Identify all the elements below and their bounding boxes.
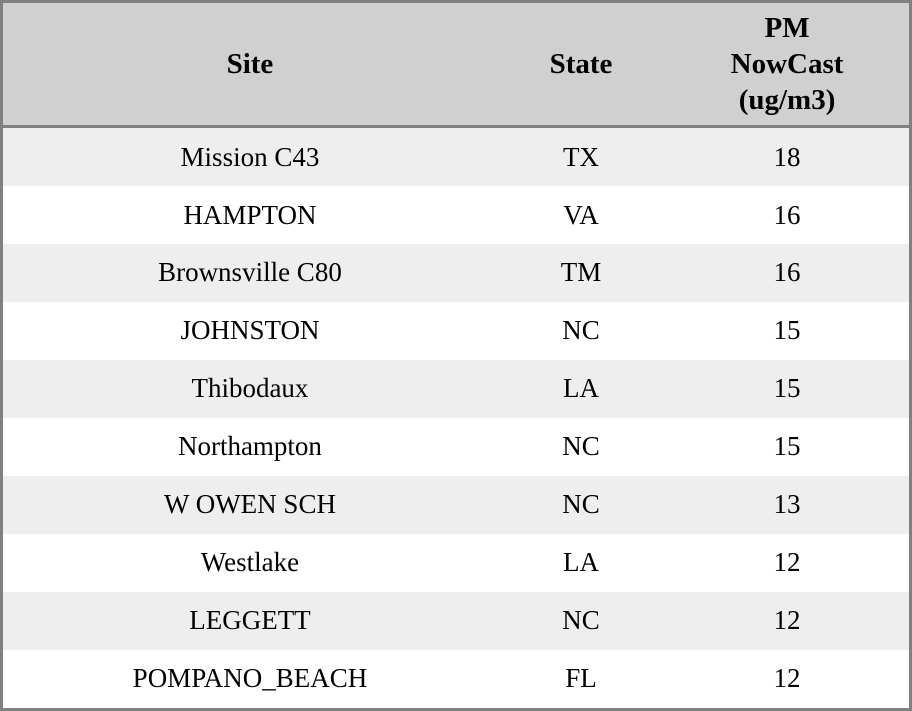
table-row: HAMPTON VA 16 [1, 186, 911, 244]
cell-state: VA [563, 199, 599, 230]
cell-pm-nowcast: 15 [773, 315, 801, 346]
cell-state: NC [562, 489, 600, 520]
table-row: Thibodaux LA 15 [1, 359, 911, 418]
cell-pm-nowcast: 12 [773, 663, 801, 694]
cell-pm-nowcast: 12 [773, 605, 801, 636]
cell-site: Mission C43 [180, 141, 320, 172]
table-row: LEGGETT NC 12 [1, 591, 911, 650]
table-row: Westlake LA 12 [1, 533, 911, 592]
table-row: Brownsville C80 TM 16 [1, 244, 911, 302]
column-header-site: Site [1, 1, 497, 128]
cell-site: Northampton [177, 431, 322, 462]
table-row: W OWEN SCH NC 13 [1, 475, 911, 534]
table-row: POMPANO_BEACH FL 12 [1, 649, 911, 710]
cell-state: LA [562, 547, 599, 578]
cell-pm-nowcast: 16 [773, 257, 801, 288]
cell-pm-nowcast: 12 [773, 547, 801, 578]
cell-site: POMPANO_BEACH [132, 663, 368, 694]
cell-site: W OWEN SCH [163, 489, 336, 520]
cell-pm-nowcast: 13 [773, 489, 801, 520]
column-header-site-label: Site [226, 47, 274, 80]
cell-state: NC [562, 315, 600, 346]
column-header-state: State [496, 1, 666, 128]
table-body: Mission C43 TX 18 HAMPTON VA 16 Brownsvi… [1, 126, 911, 710]
cell-site: Westlake [200, 547, 300, 578]
cell-state: TM [560, 257, 602, 288]
column-header-pm-nowcast: PM NowCast (ug/m3) [665, 1, 911, 128]
cell-pm-nowcast: 16 [773, 199, 801, 230]
cell-state: NC [562, 431, 600, 462]
cell-state: NC [562, 605, 600, 636]
column-header-state-label: State [549, 47, 613, 80]
header-row: Site State PM NowCast (ug/m3) [1, 1, 911, 128]
cell-pm-nowcast: 15 [773, 373, 801, 404]
table-row: Northampton NC 15 [1, 417, 911, 476]
cell-pm-nowcast: 18 [773, 141, 801, 172]
table-row: JOHNSTON NC 15 [1, 301, 911, 360]
column-header-pm-nowcast-label: PM NowCast (ug/m3) [730, 11, 844, 117]
table-header: Site State PM NowCast (ug/m3) [1, 1, 911, 128]
cell-state: TX [562, 141, 599, 172]
cell-site: HAMPTON [183, 199, 317, 230]
cell-site: JOHNSTON [180, 315, 320, 346]
cell-site: Brownsville C80 [158, 257, 342, 288]
table-row: Mission C43 TX 18 [1, 126, 911, 187]
cell-state: FL [565, 663, 597, 694]
cell-state: LA [562, 373, 599, 404]
cell-pm-nowcast: 15 [773, 431, 801, 462]
cell-site: Thibodaux [191, 373, 309, 404]
cell-site: LEGGETT [189, 605, 311, 636]
